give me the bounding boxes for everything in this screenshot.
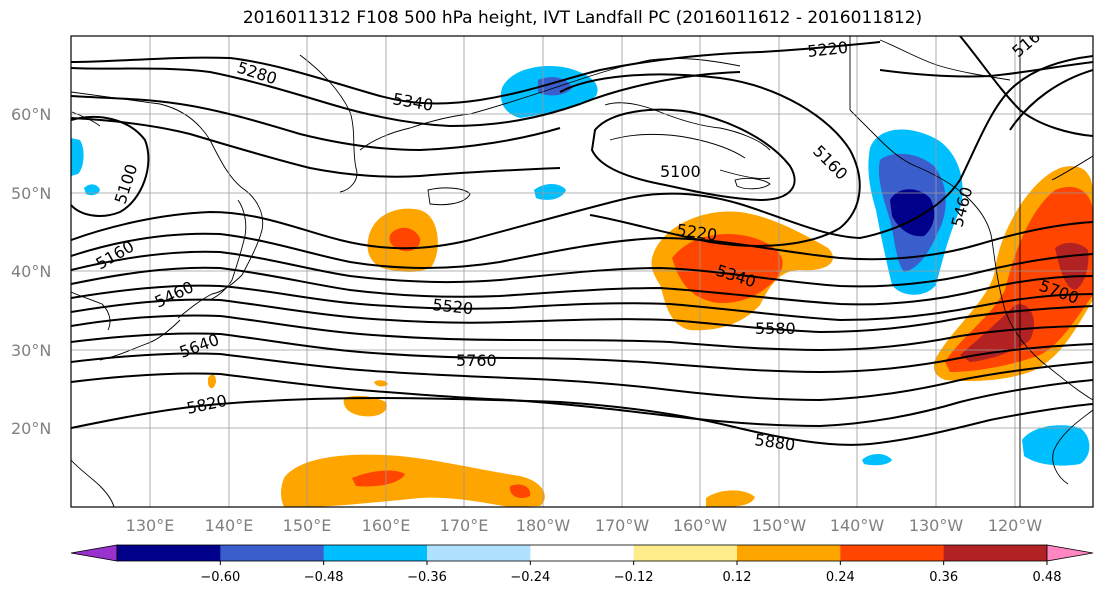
lon-label: 160°E (362, 516, 411, 535)
lon-label: 150°E (283, 516, 332, 535)
colorbar-extend-max (1046, 544, 1094, 562)
lon-label: 170°E (440, 516, 489, 535)
lon-label: 130°E (126, 516, 175, 535)
graticule (71, 36, 1093, 507)
colorbar-segment (840, 545, 945, 561)
colorbar-tick-label: 0.24 (826, 570, 855, 585)
lon-label: 180°W (516, 516, 571, 535)
lon-label: 160°W (673, 516, 728, 535)
longitude-labels: 130°E 140°E 150°E 160°E 170°E 180°W 170°… (126, 516, 1043, 535)
lat-label: 30°N (11, 341, 51, 360)
lon-label: 140°E (205, 516, 254, 535)
lat-label: 50°N (11, 184, 51, 203)
lat-label: 40°N (11, 262, 51, 281)
colorbar-segment (323, 545, 428, 561)
ivt-positive-shading (208, 166, 1093, 507)
colorbar-segment (427, 545, 531, 561)
lat-label: 60°N (11, 105, 51, 124)
colorbar: −0.60 −0.48 −0.36 −0.24 −0.12 0.12 0.24 0.36 0.4… (70, 544, 1094, 585)
contour-label: 5220 (806, 38, 848, 61)
colorbar-tick-label: 0.36 (929, 570, 958, 585)
colorbar-segment (117, 545, 221, 561)
lon-label: 170°W (595, 516, 650, 535)
colorbar-segment (633, 545, 738, 561)
lat-label: 20°N (11, 419, 51, 438)
latitude-labels: 60°N 50°N 40°N 30°N 20°N (11, 105, 51, 438)
colorbar-tick-label: −0.24 (510, 570, 550, 585)
contour-label: 5520 (432, 295, 474, 318)
lon-label: 130°W (909, 516, 964, 535)
colorbar-segment (737, 545, 841, 561)
colorbar-segment (943, 545, 1048, 561)
lon-label: 120°W (988, 516, 1043, 535)
contour-label: 5760 (456, 351, 497, 370)
map-title: 2016011312 F108 500 hPa height, IVT Land… (242, 8, 923, 28)
colorbar-tick-label: 0.48 (1033, 570, 1062, 585)
contour-label: 5100 (660, 162, 701, 181)
height-contours (71, 36, 1093, 446)
lon-label: 150°W (752, 516, 807, 535)
contour-label: 5580 (755, 319, 796, 338)
colorbar-segment (220, 545, 325, 561)
colorbar-segment (530, 545, 635, 561)
colorbar-tick-label: 0.12 (723, 570, 752, 585)
lon-label: 140°W (830, 516, 885, 535)
colorbar-extend-min (70, 544, 118, 562)
colorbar-tick-label: −0.48 (304, 570, 344, 585)
colorbar-tick-label: −0.12 (614, 570, 654, 585)
colorbar-tick-label: −0.36 (407, 570, 447, 585)
colorbar-tick-label: −0.60 (200, 570, 240, 585)
map-frame (70, 35, 1094, 508)
